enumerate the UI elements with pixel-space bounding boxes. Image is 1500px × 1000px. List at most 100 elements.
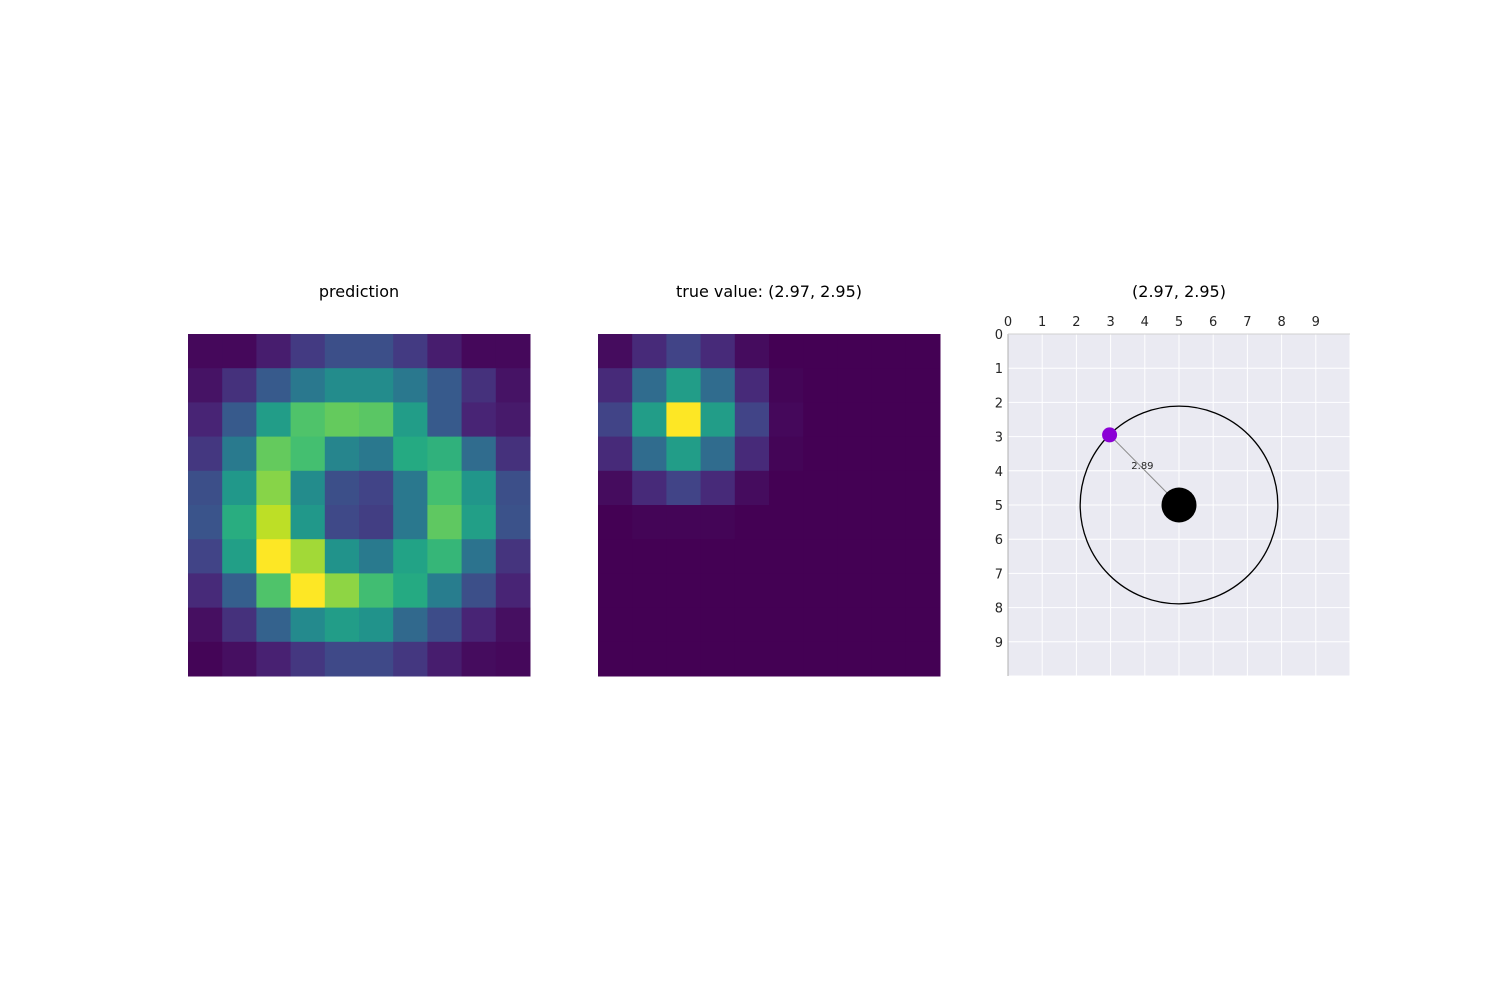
prediction-title: prediction <box>318 282 400 301</box>
y-tick-label: 1 <box>995 362 1003 377</box>
x-tick-label: 0 <box>1004 315 1012 330</box>
heatmap-cell <box>803 470 838 506</box>
heatmap-cell <box>461 505 497 540</box>
heatmap-cell <box>461 402 497 438</box>
heatmap-cell <box>769 641 804 677</box>
heatmap-cell <box>495 436 531 472</box>
heatmap-cell <box>871 402 907 438</box>
y-tick-label: 4 <box>995 465 1003 480</box>
heatmap-cell <box>905 368 941 403</box>
heatmap-cell <box>598 573 633 609</box>
heatmap-cell <box>222 402 257 438</box>
heatmap-cell <box>495 470 531 506</box>
heatmap-cell <box>290 402 326 438</box>
heatmap-cell <box>222 573 257 609</box>
heatmap-cell <box>769 334 804 369</box>
heatmap-cell <box>495 539 531 574</box>
heatmap-cell <box>324 334 360 369</box>
heatmap-cell <box>803 641 838 677</box>
heatmap-cell <box>427 573 463 609</box>
heatmap-cell <box>393 607 428 643</box>
heatmap-cell <box>803 505 838 540</box>
position-marker <box>1102 427 1118 443</box>
heatmap-cell <box>188 505 223 540</box>
heatmap-cell <box>769 539 804 574</box>
heatmap-cell <box>461 641 497 677</box>
heatmap-cell <box>905 539 941 574</box>
y-tick-label: 3 <box>995 431 1003 446</box>
heatmap-cell <box>495 334 531 369</box>
y-tick-label: 8 <box>995 602 1003 617</box>
heatmap-cell <box>803 368 838 403</box>
heatmap-cell <box>188 641 223 677</box>
heatmap-cell <box>188 436 223 472</box>
heatmap-cell <box>734 641 770 677</box>
heatmap-cell <box>837 470 873 506</box>
true-value-heatmap <box>598 334 941 677</box>
heatmap-cell <box>222 641 257 677</box>
heatmap-cell <box>393 573 428 609</box>
heatmap-cell <box>222 334 257 369</box>
heatmap-cell <box>461 607 497 643</box>
heatmap-cell <box>324 470 360 506</box>
heatmap-cell <box>632 607 667 643</box>
x-tick-label: 6 <box>1209 315 1217 330</box>
heatmap-cell <box>393 334 428 369</box>
heatmap-cell <box>905 334 941 369</box>
heatmap-cell <box>734 573 770 609</box>
heatmap-cell <box>632 368 667 403</box>
heatmap-cell <box>632 436 667 472</box>
heatmap-cell <box>734 368 770 403</box>
heatmap-cell <box>256 539 292 574</box>
x-tick-label: 5 <box>1175 315 1183 330</box>
heatmap-cell <box>393 402 428 438</box>
heatmap-cell <box>222 607 257 643</box>
heatmap-cell <box>359 505 394 540</box>
heatmap-cell <box>290 641 326 677</box>
heatmap-cell <box>700 539 736 574</box>
position-plot: 0 1 2 3 4 5 6 7 8 9 0 1 2 3 4 5 6 7 8 9 2.89 <box>995 315 1351 677</box>
heatmap-cell <box>632 573 667 609</box>
y-tick-label: 6 <box>995 533 1003 548</box>
heatmap-cell <box>427 436 463 472</box>
heatmap-cell <box>256 573 292 609</box>
heatmap-cell <box>803 539 838 574</box>
heatmap-cell <box>598 607 633 643</box>
heatmap-cell <box>871 539 907 574</box>
heatmap-cell <box>666 607 702 643</box>
x-tick-label: 9 <box>1312 315 1320 330</box>
heatmap-cell <box>188 368 223 403</box>
x-tick-label: 8 <box>1277 315 1285 330</box>
heatmap-cell <box>734 539 770 574</box>
heatmap-cell <box>871 436 907 472</box>
heatmap-cell <box>769 402 804 438</box>
heatmap-cell <box>700 573 736 609</box>
heatmap-cell <box>461 573 497 609</box>
distance-label: 2.89 <box>1131 461 1153 472</box>
heatmap-cell <box>290 334 326 369</box>
heatmap-cell <box>734 334 770 369</box>
heatmap-cell <box>324 539 360 574</box>
heatmap-cell <box>359 402 394 438</box>
heatmap-cell <box>769 368 804 403</box>
heatmap-cell <box>393 539 428 574</box>
heatmap-cell <box>837 402 873 438</box>
heatmap-cell <box>188 402 223 438</box>
heatmap-cell <box>700 607 736 643</box>
heatmap-cell <box>632 505 667 540</box>
heatmap-cell <box>256 368 292 403</box>
heatmap-cell <box>461 436 497 472</box>
heatmap-cell <box>632 402 667 438</box>
heatmap-cell <box>359 470 394 506</box>
heatmap-cell <box>222 368 257 403</box>
heatmap-cell <box>359 573 394 609</box>
heatmap-cell <box>700 368 736 403</box>
heatmap-cell <box>427 334 463 369</box>
heatmap-cell <box>871 334 907 369</box>
heatmap-cell <box>871 368 907 403</box>
heatmap-cell <box>359 334 394 369</box>
heatmap-cell <box>359 641 394 677</box>
heatmap-cell <box>666 368 702 403</box>
heatmap-cell <box>427 505 463 540</box>
heatmap-cell <box>700 641 736 677</box>
